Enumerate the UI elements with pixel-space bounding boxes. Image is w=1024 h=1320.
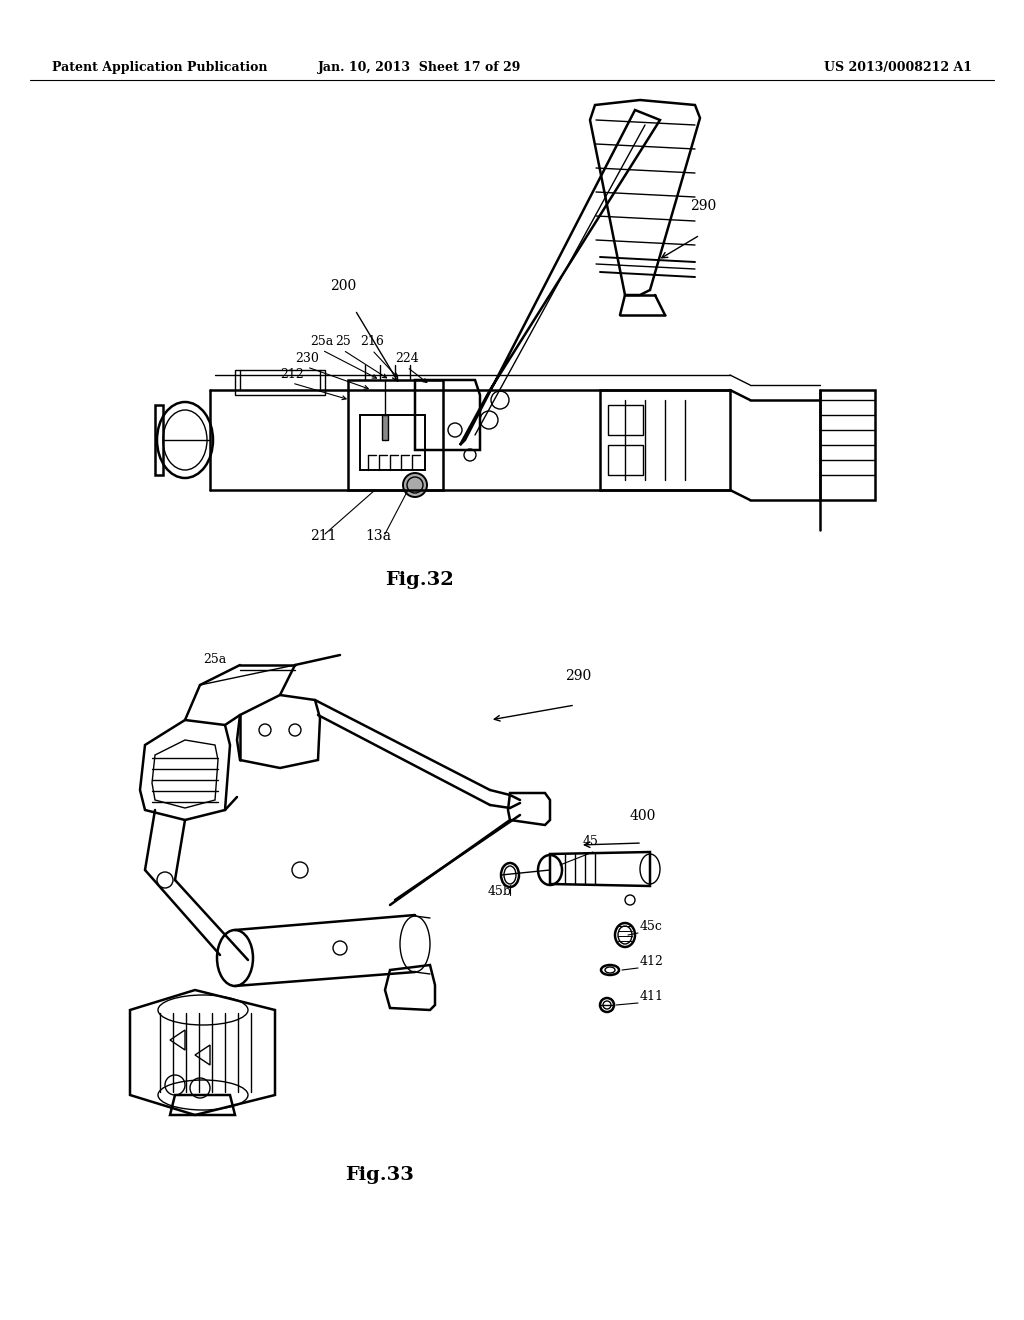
Bar [360,414,425,470]
Bar [600,389,730,490]
Text: 200: 200 [330,279,356,293]
Text: 212: 212 [280,368,304,381]
Text: Jan. 10, 2013  Sheet 17 of 29: Jan. 10, 2013 Sheet 17 of 29 [318,62,521,74]
Text: 290: 290 [565,669,591,682]
Text: 13a: 13a [365,529,391,543]
Text: Patent Application Publication: Patent Application Publication [52,62,267,74]
Text: 45: 45 [583,836,599,847]
Text: 412: 412 [640,954,664,968]
Text: 400: 400 [630,809,656,822]
Bar [382,414,388,440]
Bar [820,389,874,500]
Bar [155,405,163,475]
Text: 224: 224 [395,352,419,366]
Text: 25: 25 [335,335,351,348]
Bar [608,445,643,475]
Circle shape [403,473,427,498]
Text: US 2013/0008212 A1: US 2013/0008212 A1 [824,62,972,74]
Text: 411: 411 [640,990,664,1003]
Text: 216: 216 [360,335,384,348]
Text: 290: 290 [690,199,716,213]
Text: Fig.32: Fig.32 [386,572,455,589]
Text: 211: 211 [310,529,337,543]
Bar [608,405,643,436]
Text: 230: 230 [295,352,318,366]
Text: 45b: 45b [488,884,512,898]
Text: 25a: 25a [310,335,333,348]
Bar [348,380,443,490]
Text: 25a: 25a [203,653,226,667]
Text: Fig.33: Fig.33 [345,1166,415,1184]
Text: 45c: 45c [640,920,663,933]
Bar [234,370,325,395]
